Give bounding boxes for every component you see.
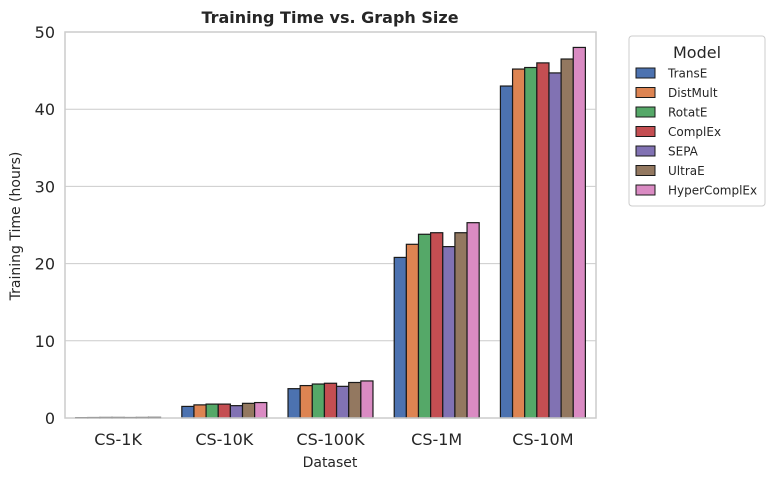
legend-swatch-ultrae bbox=[635, 165, 656, 176]
bar-hypercomplex-cs-1m bbox=[466, 222, 480, 419]
bar-transe-cs-100k bbox=[287, 388, 301, 419]
y-tick-label: 10 bbox=[35, 332, 55, 351]
bar-ultrae-cs-10m bbox=[560, 58, 574, 419]
x-tick-label: CS-100K bbox=[296, 430, 365, 449]
bar-ultrae-cs-100k bbox=[348, 381, 362, 419]
x-tick-label: CS-10K bbox=[195, 430, 253, 449]
bar-complex-cs-10k bbox=[217, 403, 231, 419]
plot-frame bbox=[64, 31, 597, 419]
bar-distmult-cs-100k bbox=[299, 384, 313, 419]
bar-distmult-cs-10k bbox=[193, 404, 207, 419]
legend-label-distmult: DistMult bbox=[668, 86, 718, 100]
bar-ultrae-cs-10k bbox=[241, 402, 256, 419]
y-tick-label: 40 bbox=[35, 100, 55, 119]
plot-border bbox=[64, 31, 597, 419]
bar-transe-cs-10m bbox=[499, 85, 514, 419]
bar-sepa-cs-10k bbox=[229, 405, 244, 419]
legend-swatch-distmult bbox=[635, 87, 656, 98]
bar-rotate-cs-1m bbox=[417, 233, 432, 419]
x-tick-label: CS-10M bbox=[512, 430, 573, 449]
chart-title: Training Time vs. Graph Size bbox=[201, 8, 458, 27]
legend-swatch-sepa bbox=[635, 145, 656, 157]
legend-box bbox=[628, 35, 766, 207]
y-tick-label: 20 bbox=[35, 255, 55, 274]
bar-complex-cs-100k bbox=[323, 382, 338, 419]
x-tick-label: CS-1M bbox=[411, 430, 462, 449]
bar-sepa-cs-100k bbox=[335, 385, 350, 419]
bar-hypercomplex-cs-100k bbox=[360, 380, 374, 419]
bar-distmult-cs-1m bbox=[405, 243, 420, 419]
y-tick-label: 30 bbox=[35, 177, 55, 196]
legend-swatch-hypercomplex bbox=[635, 184, 656, 196]
legend: Model TransE DistMult RotatE ComplEx SEPA Ult… bbox=[628, 35, 766, 207]
bar-distmult-cs-10m bbox=[511, 68, 526, 419]
bar-transe-cs-10k bbox=[181, 405, 195, 419]
legend-swatch-rotate bbox=[635, 106, 656, 118]
x-axis-label: Dataset bbox=[303, 455, 358, 471]
y-tick-label: 50 bbox=[35, 23, 55, 42]
bar-ultrae-cs-1m bbox=[454, 232, 468, 419]
legend-swatch-transe bbox=[635, 67, 656, 79]
bar-complex-cs-10m bbox=[536, 62, 550, 419]
bar-hypercomplex-cs-10k bbox=[254, 401, 268, 419]
legend-title: Model bbox=[673, 43, 721, 62]
bar-sepa-cs-1m bbox=[442, 246, 456, 419]
x-tick-label: CS-1K bbox=[94, 430, 142, 449]
bar-transe-cs-1m bbox=[393, 256, 407, 419]
legend-label-transe: TransE bbox=[667, 67, 707, 81]
legend-label-rotate: RotatE bbox=[668, 106, 708, 120]
y-axis-label: Training Time (hours) bbox=[8, 152, 24, 302]
legend-label-sepa: SEPA bbox=[668, 145, 699, 159]
bar-rotate-cs-100k bbox=[311, 383, 326, 419]
y-tick-label: 0 bbox=[45, 409, 55, 428]
legend-label-complex: ComplEx bbox=[668, 125, 721, 139]
legend-label-hypercomplex: HyperComplEx bbox=[668, 184, 757, 198]
bar-rotate-cs-10k bbox=[205, 403, 219, 419]
bar-complex-cs-1m bbox=[430, 232, 444, 419]
legend-label-ultrae: UltraE bbox=[668, 164, 705, 178]
bar-rotate-cs-10m bbox=[524, 66, 538, 419]
tick-labels: 0 10 20 30 40 50 CS-1K CS-10K CS-100K CS-1M CS-10M bbox=[35, 23, 574, 449]
legend-swatch-complex bbox=[635, 126, 656, 137]
bar-hypercomplex-cs-10m bbox=[572, 46, 586, 419]
bar-sepa-cs-10m bbox=[548, 72, 562, 419]
